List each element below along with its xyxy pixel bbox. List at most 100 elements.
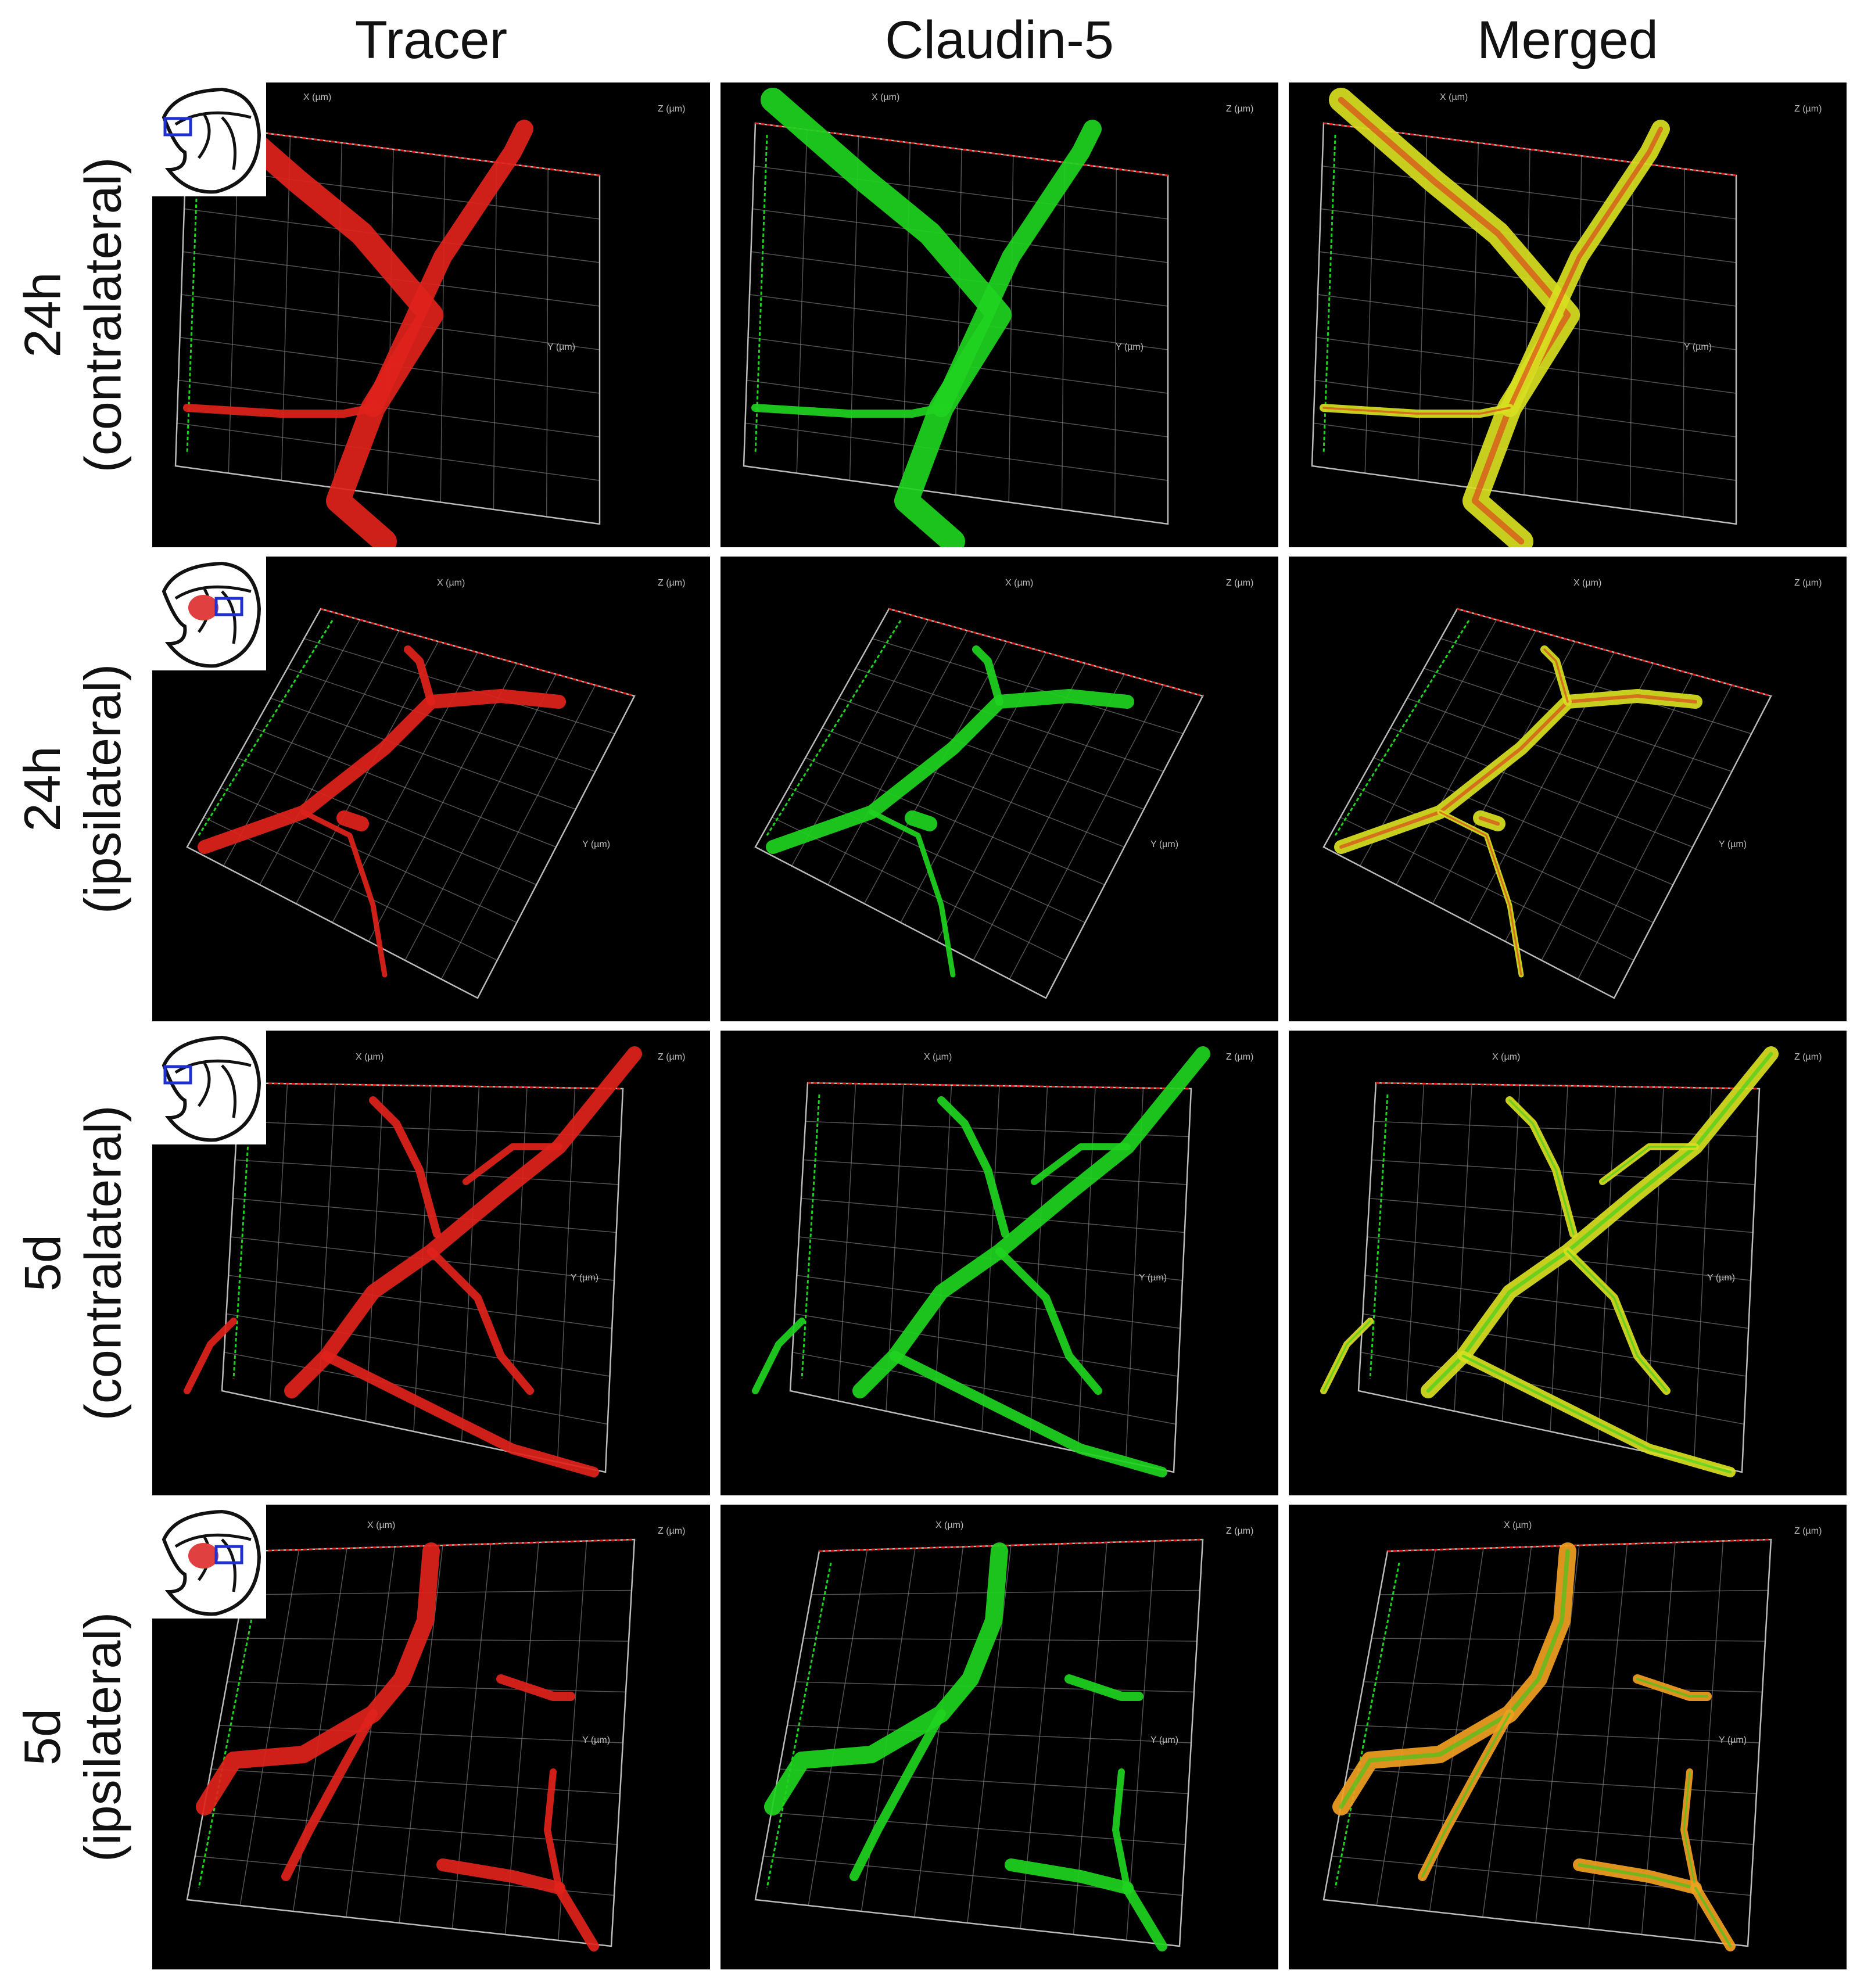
axis-label-x: X (µm) bbox=[1573, 578, 1601, 588]
grid-line bbox=[749, 294, 1168, 350]
vessel bbox=[321, 1351, 599, 1477]
axis-label-z: Z (µm) bbox=[658, 578, 685, 588]
vessel bbox=[764, 1542, 1008, 1815]
axis-label-x: X (µm) bbox=[935, 1520, 963, 1530]
axis-line bbox=[766, 1562, 832, 1889]
region-of-interest-box bbox=[214, 597, 243, 616]
vessel bbox=[1320, 1318, 1374, 1394]
grid-line bbox=[304, 638, 615, 734]
grid-line bbox=[805, 1121, 1189, 1137]
column-header-claudin-5: Claudin-5 bbox=[885, 10, 1114, 70]
vessel bbox=[932, 120, 1102, 417]
row-label-5d-contralateral: 5d (contralateral) bbox=[0, 1031, 145, 1495]
micrograph-panel: X (µm) Y (µm) Z (µm) bbox=[720, 1031, 1278, 1495]
axis-line bbox=[198, 620, 334, 836]
micrograph-svg: X (µm) Y (µm) Z (µm) bbox=[754, 578, 1253, 999]
grid-line bbox=[1061, 162, 1066, 510]
grid-line bbox=[1577, 684, 1733, 979]
micrograph-panel: X (µm) Y (µm) Z (µm) bbox=[152, 557, 710, 1021]
vessel bbox=[1332, 1542, 1576, 1815]
vessel bbox=[404, 645, 435, 706]
bounding-box bbox=[1322, 1538, 1772, 1947]
micrograph-svg: X (µm) Y (µm) Z (µm) bbox=[186, 1520, 685, 1951]
grid-line bbox=[184, 208, 600, 263]
vessel bbox=[364, 120, 533, 417]
vessel-overlay bbox=[1694, 1886, 1732, 1948]
grid-line bbox=[1317, 294, 1737, 350]
row-label-5d-ipsilateral: 5d (ipsilateral) bbox=[0, 1505, 145, 1969]
grid-line bbox=[1355, 1725, 1760, 1743]
grid-line bbox=[440, 156, 446, 503]
vessel-overlay bbox=[1478, 816, 1500, 826]
axis-label-x: X (µm) bbox=[367, 1520, 395, 1530]
axis-label-y: Y (µm) bbox=[1719, 839, 1747, 849]
grid-line bbox=[253, 727, 557, 848]
axis-line bbox=[1334, 1562, 1400, 1889]
axis-label-y: Y (µm) bbox=[1150, 1735, 1178, 1745]
grid-line bbox=[752, 208, 1168, 263]
micrograph-panel: X (µm) Y (µm) Z (µm) bbox=[1289, 557, 1847, 1021]
axis-label-x: X (µm) bbox=[1005, 578, 1033, 588]
region-of-interest-box bbox=[163, 117, 192, 137]
grid-line bbox=[461, 1086, 480, 1442]
vessel-overlay bbox=[1683, 1771, 1697, 1889]
axis-label-x: X (µm) bbox=[1440, 92, 1468, 102]
grid-line bbox=[822, 727, 1125, 848]
axis-label-y: Y (µm) bbox=[547, 342, 575, 352]
axis-label-y: Y (µm) bbox=[571, 1273, 598, 1283]
axis-label-x: X (µm) bbox=[437, 578, 465, 588]
row-time: 5d bbox=[13, 1235, 71, 1291]
brain-inset-svg bbox=[162, 1509, 261, 1616]
vessel bbox=[554, 1883, 599, 1951]
vessel bbox=[281, 1709, 378, 1881]
grid-line bbox=[1125, 1088, 1144, 1462]
vessel bbox=[995, 1247, 1102, 1395]
bounding-box bbox=[754, 608, 1204, 999]
axis-label-y: Y (µm) bbox=[1139, 1273, 1167, 1283]
axis-line bbox=[250, 1538, 635, 1552]
axis-label-y: Y (µm) bbox=[1116, 342, 1144, 352]
grid-line bbox=[803, 1159, 1187, 1185]
axis-label-z: Z (µm) bbox=[1226, 578, 1253, 588]
axis-line bbox=[1334, 620, 1470, 836]
vessel bbox=[336, 810, 369, 831]
grid-line bbox=[872, 638, 1184, 734]
column-header-tracer: Tracer bbox=[354, 10, 508, 70]
lesion-area bbox=[188, 1543, 218, 1569]
vessel bbox=[972, 645, 1003, 706]
region-of-interest-box bbox=[163, 1065, 192, 1085]
axis-label-z: Z (µm) bbox=[658, 1526, 685, 1536]
vessel bbox=[1680, 1768, 1699, 1892]
region-of-interest-box bbox=[214, 1545, 243, 1564]
vessel bbox=[766, 689, 1134, 854]
grid-line bbox=[1646, 1087, 1664, 1452]
vessel bbox=[284, 1046, 642, 1398]
vessel bbox=[369, 1096, 441, 1238]
micrograph-svg: X (µm) Y (µm) Z (µm) bbox=[186, 578, 685, 999]
axis-label-z: Z (µm) bbox=[1226, 1526, 1253, 1536]
row-side: (ipsilateral) bbox=[74, 1612, 131, 1863]
micrograph-svg: X (µm) Y (µm) Z (µm) bbox=[1322, 578, 1822, 999]
grid-line bbox=[1694, 1541, 1724, 1941]
vessel bbox=[890, 1351, 1167, 1477]
grid-line bbox=[1126, 1541, 1156, 1941]
grid-line bbox=[237, 1121, 621, 1137]
vessel bbox=[184, 1318, 237, 1394]
grid-line bbox=[509, 1087, 528, 1452]
grid-line bbox=[1371, 1159, 1755, 1185]
vessel-overlay bbox=[1339, 694, 1697, 849]
grid-line bbox=[801, 1198, 1185, 1233]
grid-line bbox=[557, 1088, 576, 1462]
micrograph-panel: X (µm) Y (µm) Z (µm) bbox=[152, 1505, 710, 1969]
grid-line bbox=[1374, 1121, 1758, 1137]
row-side: (ipsilateral) bbox=[74, 663, 131, 914]
grid-line bbox=[287, 668, 596, 772]
column-header-merged: Merged bbox=[1477, 10, 1658, 70]
grid-line bbox=[1114, 168, 1117, 517]
vessel bbox=[496, 1674, 575, 1701]
grid-line bbox=[1390, 727, 1693, 848]
row-time: 5d bbox=[13, 1709, 71, 1765]
grid-line bbox=[838, 698, 1145, 810]
grid-line bbox=[973, 674, 1125, 961]
micrograph-svg: X (µm) Y (µm) Z (µm) bbox=[174, 88, 685, 547]
